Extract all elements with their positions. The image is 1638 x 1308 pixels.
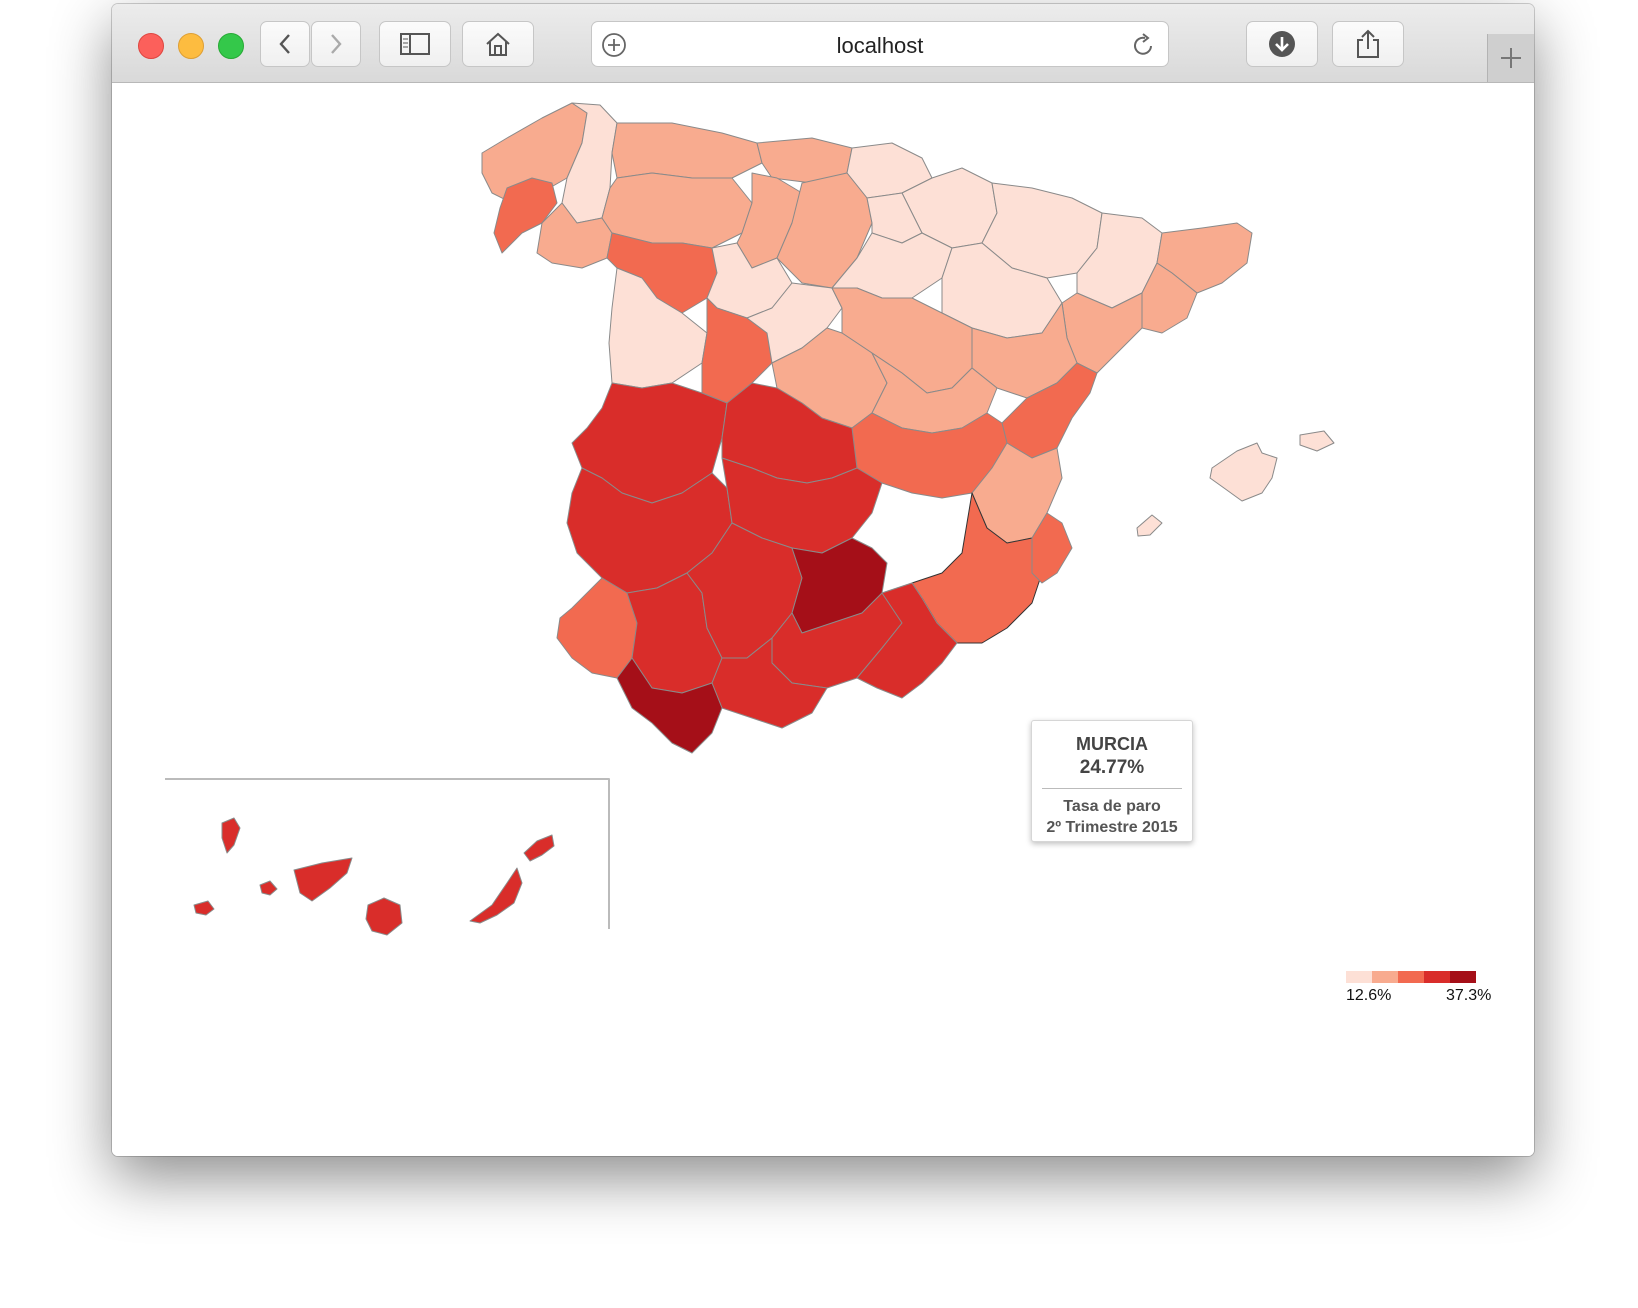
browser-toolbar: localhost	[112, 4, 1534, 83]
legend-max-label: 37.3%	[1446, 987, 1492, 1004]
legend-min-label: 12.6%	[1346, 987, 1392, 1004]
download-icon	[1269, 31, 1295, 57]
tooltip-region-name: MURCIA	[1076, 734, 1148, 754]
minimize-window-button[interactable]	[178, 33, 204, 59]
new-tab-button[interactable]	[1487, 34, 1534, 82]
region-la-gomera[interactable]	[259, 880, 278, 896]
region-ibiza[interactable]	[1136, 514, 1163, 537]
home-button[interactable]	[462, 21, 534, 67]
legend-swatch	[1450, 971, 1476, 983]
region-lanzarote[interactable]	[523, 834, 555, 862]
forward-button[interactable]	[311, 21, 361, 67]
region-menorca[interactable]	[1299, 430, 1335, 452]
region-huelva[interactable]	[556, 577, 638, 679]
plus-icon	[1501, 48, 1521, 68]
zoom-window-button[interactable]	[218, 33, 244, 59]
back-icon	[279, 34, 290, 54]
region-tooltip: MURCIA 24.77% Tasa de paro 2º Trimestre …	[1031, 720, 1193, 842]
tooltip-region-value: 24.77%	[1079, 757, 1145, 778]
legend-swatch	[1398, 971, 1424, 983]
spain-choropleth-map	[165, 102, 1335, 936]
region-asturias[interactable]	[611, 122, 763, 179]
region-la-palma[interactable]	[221, 817, 241, 854]
legend-swatch	[1424, 971, 1450, 983]
region-zamora[interactable]	[606, 232, 718, 314]
page-content: MURCIA 24.77% Tasa de paro 2º Trimestre …	[112, 83, 1534, 1156]
tooltip-caption-line2: 2º Trimestre 2015	[1046, 819, 1178, 836]
region-fuerteventura[interactable]	[469, 867, 523, 924]
legend-swatches	[1346, 971, 1476, 983]
tooltip-caption-line1: Tasa de paro	[1063, 798, 1161, 815]
new-tab-add-icon[interactable]	[601, 32, 627, 58]
back-button[interactable]	[260, 21, 310, 67]
close-window-button[interactable]	[138, 33, 164, 59]
region-cadiz[interactable]	[616, 657, 723, 754]
region-el-hierro[interactable]	[193, 900, 215, 916]
color-legend: 12.6% 37.3%	[1346, 971, 1491, 1004]
legend-swatch	[1372, 971, 1398, 983]
region-segovia[interactable]	[746, 282, 843, 364]
browser-window: localhost	[112, 4, 1534, 1156]
reload-icon[interactable]	[1132, 32, 1156, 58]
region-murcia[interactable]	[911, 492, 1043, 644]
sidebar-icon	[400, 33, 430, 55]
region-tenerife[interactable]	[293, 857, 353, 902]
region-gran-canaria[interactable]	[365, 897, 403, 936]
forward-icon	[331, 34, 342, 54]
address-text: localhost	[836, 33, 924, 58]
share-button[interactable]	[1332, 21, 1404, 67]
canary-inset-frame	[165, 778, 610, 929]
region-almeria[interactable]	[856, 582, 958, 699]
region-malaga[interactable]	[711, 637, 828, 729]
legend-swatch	[1346, 971, 1372, 983]
region-galicia-pontevedra[interactable]	[493, 177, 558, 254]
downloads-button[interactable]	[1246, 21, 1318, 67]
home-icon	[486, 32, 510, 56]
region-salamanca[interactable]	[608, 267, 708, 389]
sidebar-button[interactable]	[379, 21, 451, 67]
tooltip-divider	[1042, 788, 1182, 789]
address-bar[interactable]: localhost	[591, 21, 1169, 67]
share-icon	[1357, 29, 1379, 58]
region-mallorca[interactable]	[1209, 442, 1278, 502]
region-alicante[interactable]	[1031, 512, 1073, 584]
